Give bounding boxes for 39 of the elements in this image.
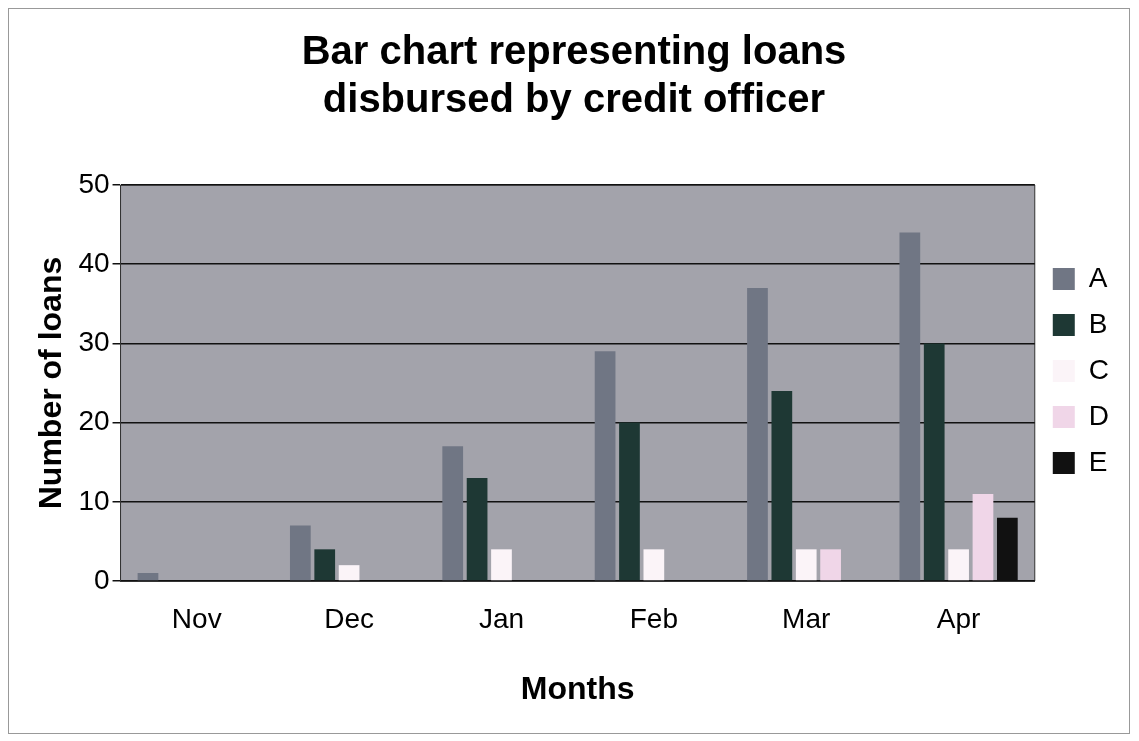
text: Bar chart representing loans <box>301 28 847 73</box>
bar <box>948 549 969 581</box>
bar <box>338 565 360 581</box>
bar <box>594 351 616 581</box>
y-tick-label: 40 <box>78 246 110 278</box>
x-axis-title: Months <box>520 669 635 706</box>
bar <box>795 549 817 581</box>
x-tick-label: Jan <box>478 602 525 634</box>
text: disbursed by credit officer <box>322 76 826 121</box>
y-tick-label: 50 <box>78 167 110 199</box>
y-tick-label: 20 <box>78 405 110 437</box>
bar <box>491 549 512 581</box>
bar <box>289 525 311 581</box>
bar <box>442 446 464 581</box>
legend-label: D <box>1088 399 1110 431</box>
legend-label: A <box>1088 261 1108 293</box>
bar <box>137 573 159 581</box>
legend-label: E <box>1088 445 1108 477</box>
bar <box>972 493 994 581</box>
bar <box>643 549 665 581</box>
bar <box>771 390 793 581</box>
x-tick-label: Nov <box>171 602 222 634</box>
legend-label: C <box>1088 353 1110 385</box>
x-tick-label: Mar <box>782 602 831 634</box>
legend-label: B <box>1088 307 1108 339</box>
bar <box>899 232 921 581</box>
x-tick-label: Dec <box>324 602 374 634</box>
y-tick-label: 10 <box>78 484 110 516</box>
bar <box>314 549 336 581</box>
bar <box>747 287 768 581</box>
bar <box>466 478 488 581</box>
bar <box>923 343 945 581</box>
y-tick-label: 0 <box>93 563 110 595</box>
y-tick-label: 30 <box>78 326 110 358</box>
bar <box>820 549 841 581</box>
x-tick-label: Apr <box>936 602 981 634</box>
x-tick-label: Feb <box>629 602 678 634</box>
y-axis-title: Number of loans <box>32 256 69 510</box>
bar <box>619 422 640 581</box>
